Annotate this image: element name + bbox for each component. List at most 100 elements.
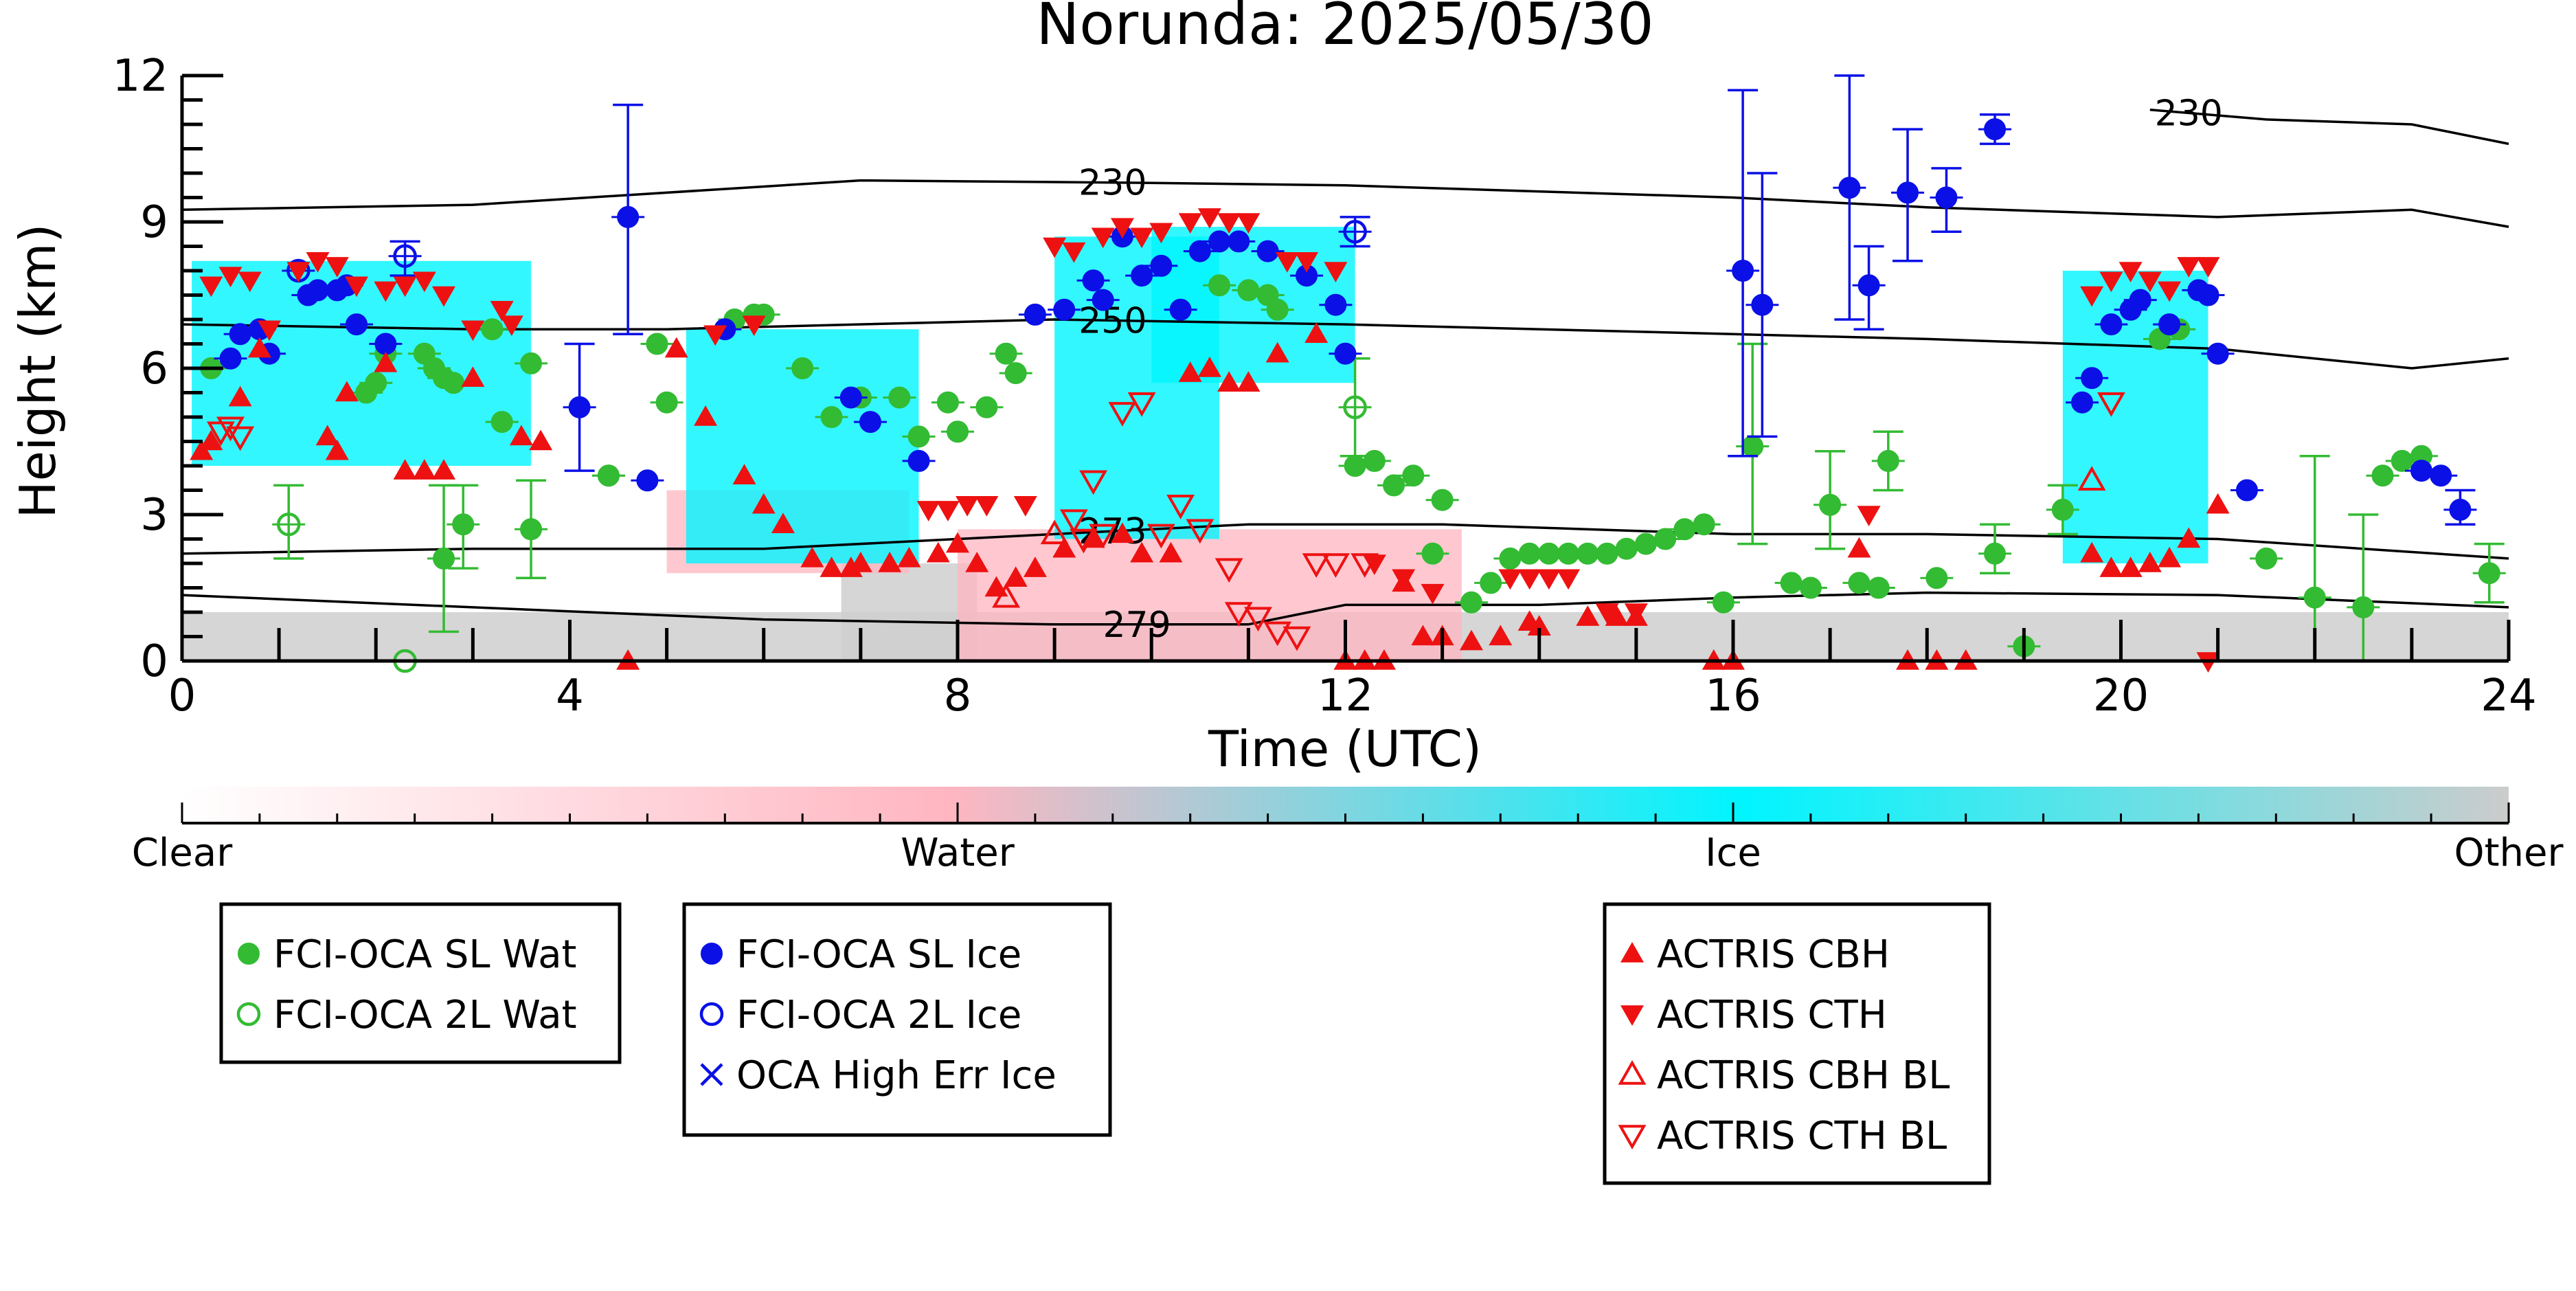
data-point [452, 513, 475, 536]
data-point [2119, 557, 2143, 577]
data-point [199, 429, 223, 451]
data-point [393, 459, 417, 480]
data-point [1431, 489, 1454, 511]
data-point [703, 325, 727, 346]
legend-frame [219, 902, 622, 1064]
contour-label-230: 230 [2155, 93, 2223, 134]
legend-label: ACTRIS CTH BL [1657, 1114, 1947, 1158]
data-point [742, 315, 766, 337]
data-point [1383, 474, 1405, 497]
data-point [1159, 541, 1183, 563]
data-point [1421, 583, 1445, 605]
data-point [1838, 177, 1861, 199]
data-point [2158, 313, 2181, 336]
data-point [1847, 537, 1871, 558]
contour-line-250 [181, 318, 2509, 370]
data-point [238, 271, 262, 293]
data-point [1266, 298, 1289, 321]
data-point [1897, 181, 1919, 204]
data-point [1013, 496, 1037, 517]
legend-label: ACTRIS CBH [1657, 932, 1890, 977]
data-point [1460, 591, 1482, 614]
y-tick-label: 0 [140, 636, 168, 687]
data-point [694, 405, 718, 426]
data-point [1265, 341, 1289, 363]
data-point [2097, 392, 2125, 417]
y-tick-label: 6 [140, 344, 168, 394]
data-point [1343, 219, 1367, 244]
data-point [2303, 586, 2326, 609]
data-point [820, 406, 843, 428]
data-point [1363, 449, 1386, 472]
data-point [199, 276, 223, 298]
data-point [1984, 118, 2007, 141]
data-point [839, 386, 862, 409]
legend-frame [1603, 902, 1991, 1185]
data-point [412, 271, 436, 293]
data-point [1362, 554, 1386, 575]
x-tick-label: 8 [944, 671, 972, 721]
data-point [1489, 625, 1513, 646]
colorbar-label: Other [2454, 831, 2564, 875]
series-fci-oca-2l-wat [272, 357, 1372, 673]
data-point [1712, 591, 1735, 614]
data-point [461, 320, 485, 341]
x-tick-label: 0 [168, 671, 196, 721]
data-point [1780, 572, 1803, 594]
data-point [1040, 519, 1069, 545]
data-point [1004, 362, 1027, 385]
data-point [1925, 567, 1948, 590]
axes-layer: 0 4 8 12 16 20 24 0 3 6 9 12 [113, 51, 2537, 721]
data-point [374, 351, 398, 372]
data-point [1224, 602, 1253, 627]
data-point [1023, 557, 1047, 577]
legend-item-actris-cth: ACTRIS CTH [1620, 993, 1887, 1037]
data-point [1214, 558, 1243, 583]
data-point [1732, 260, 1754, 282]
data-point [1131, 265, 1153, 287]
data-point [315, 425, 339, 446]
series-actris-cth-bl [207, 392, 2125, 651]
data-point [1043, 237, 1067, 258]
legend-item-actris-cth-bl: ACTRIS CTH BL [1618, 1114, 1947, 1158]
data-point [226, 426, 255, 451]
data-point [1576, 605, 1600, 626]
data-point [2099, 271, 2123, 293]
data-point [490, 301, 514, 322]
data-point [1595, 603, 1619, 624]
data-point [2410, 460, 2432, 482]
data-point [2177, 527, 2201, 548]
data-point [1108, 402, 1137, 427]
data-point [1877, 449, 1899, 472]
data-point [992, 583, 1021, 608]
data-point [2099, 557, 2123, 577]
data-point [276, 512, 301, 537]
data-point [1178, 361, 1202, 382]
data-point [664, 337, 688, 358]
data-point [1392, 569, 1416, 590]
data-point [433, 547, 455, 570]
legend-marker [236, 1002, 261, 1026]
data-point [1527, 615, 1551, 636]
data-point [1091, 227, 1115, 249]
data-point [1024, 303, 1046, 326]
data-point [936, 391, 959, 414]
y-tick-label: 9 [140, 197, 168, 248]
series-actris-cbh-bl [992, 466, 2106, 608]
data-point [732, 464, 756, 484]
data-point [752, 493, 776, 514]
data-point [2158, 281, 2182, 302]
y-tick-label: 12 [113, 51, 168, 102]
series-fci-oca-sl-wat [194, 274, 2506, 662]
data-point [432, 286, 456, 307]
data-point [1615, 537, 1638, 560]
data-point [1236, 371, 1261, 392]
data-point [393, 244, 417, 268]
data-point [1256, 240, 1279, 262]
contour-line-230 [181, 179, 2509, 228]
y-tick-label: 3 [140, 490, 168, 541]
data-point [878, 552, 902, 572]
data-point [1324, 293, 1347, 316]
data-point [947, 420, 969, 443]
